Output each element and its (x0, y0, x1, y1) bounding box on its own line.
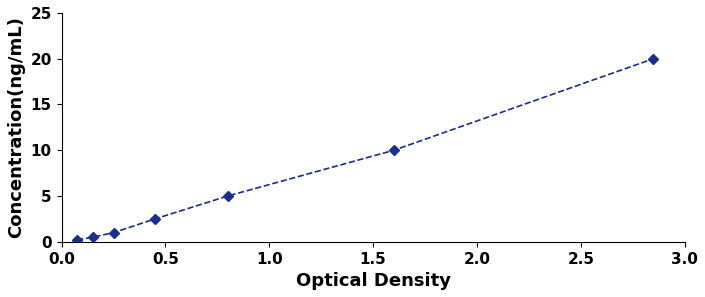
X-axis label: Optical Density: Optical Density (295, 272, 450, 290)
Y-axis label: Concentration(ng/mL): Concentration(ng/mL) (7, 16, 25, 238)
